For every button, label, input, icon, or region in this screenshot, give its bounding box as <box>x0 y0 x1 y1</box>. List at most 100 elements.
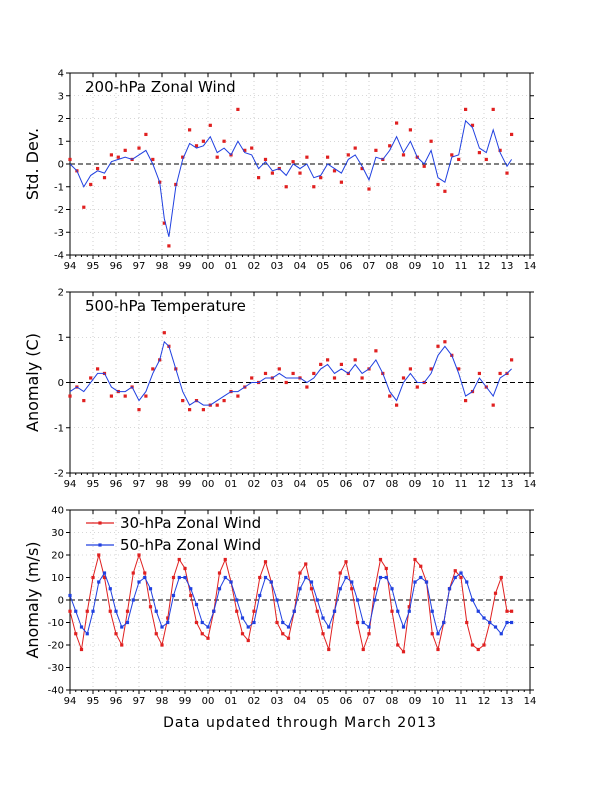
data-point <box>459 575 463 580</box>
x-tick-label: 98 <box>156 696 169 707</box>
x-tick-label: 12 <box>478 261 491 272</box>
data-point <box>338 571 342 575</box>
x-tick-label: 03 <box>271 696 284 707</box>
series-2 <box>68 571 514 636</box>
series-line <box>69 119 513 237</box>
y-tick-label: 2 <box>58 114 64 125</box>
data-point <box>148 587 153 591</box>
x-tick-label: 06 <box>340 479 353 490</box>
data-point <box>505 620 509 625</box>
data-point <box>344 575 348 580</box>
x-tick-label: 06 <box>340 261 353 272</box>
data-point <box>305 385 309 389</box>
data-point <box>171 593 176 598</box>
data-point <box>250 376 254 380</box>
series-1 <box>68 331 514 412</box>
data-point <box>258 593 262 598</box>
x-tick-label: 99 <box>179 696 192 707</box>
x-tick-label: 94 <box>64 696 77 707</box>
data-point <box>123 148 127 152</box>
data-point <box>355 620 360 625</box>
y-tick-label: 0 <box>58 596 64 607</box>
data-point <box>339 362 343 366</box>
y-tick-label: 10 <box>51 573 64 584</box>
x-tick-label: 01 <box>225 261 238 272</box>
data-point <box>384 566 388 571</box>
data-point <box>309 580 314 584</box>
data-point <box>510 620 514 625</box>
y-tick-label: 3 <box>58 91 64 102</box>
x-tick-label: 10 <box>432 696 445 707</box>
x-tick-label: 13 <box>501 479 514 490</box>
data-point <box>476 609 480 613</box>
data-point <box>319 362 323 366</box>
data-point <box>89 376 93 380</box>
chart-panel-1: 94 95 96 97 98 99 00 01 02 03 04 05 06 07 08 09 10 11 12 13… <box>23 69 536 273</box>
x-tick-label: 99 <box>179 261 192 272</box>
data-point <box>407 605 411 609</box>
data-point <box>360 376 364 380</box>
data-point <box>181 155 185 159</box>
data-point <box>252 609 256 613</box>
data-point <box>373 587 377 591</box>
y-tick-label: -2 <box>54 469 64 480</box>
data-point <box>493 591 498 595</box>
data-point <box>68 593 72 598</box>
x-tick-label: 94 <box>64 479 77 490</box>
data-point <box>154 632 158 636</box>
data-point <box>319 176 323 180</box>
data-point <box>291 160 295 164</box>
x-tick-label: 05 <box>317 479 330 490</box>
data-point <box>206 625 210 629</box>
series-line <box>69 340 512 406</box>
x-tick-label: 98 <box>156 261 169 272</box>
data-point <box>332 609 337 613</box>
data-point <box>284 380 288 385</box>
data-point <box>102 176 107 180</box>
data-point <box>277 367 281 371</box>
data-point <box>131 571 135 575</box>
y-axis-label: Anomaly (m/s) <box>23 541 42 658</box>
data-point <box>374 148 378 152</box>
data-point <box>326 155 330 159</box>
data-point <box>217 571 222 575</box>
data-point <box>82 399 86 403</box>
x-tick-label: 08 <box>386 479 399 490</box>
series-1 <box>68 553 514 654</box>
data-point <box>419 564 423 568</box>
data-point <box>390 587 394 591</box>
data-point <box>291 371 295 376</box>
data-point <box>235 609 239 613</box>
y-tick-label: 1 <box>58 333 64 344</box>
y-tick-label: -10 <box>48 618 64 629</box>
x-tick-label: 10 <box>432 261 445 272</box>
y-tick-label: -2 <box>54 205 64 216</box>
data-point <box>373 598 377 602</box>
x-tick-label: 14 <box>524 696 537 707</box>
data-point <box>143 571 147 575</box>
data-point <box>413 580 417 584</box>
data-point <box>246 638 250 643</box>
x-tick-label: 11 <box>455 479 468 490</box>
data-point <box>257 176 261 180</box>
data-point <box>457 367 461 371</box>
data-point <box>401 625 406 629</box>
data-point <box>222 399 226 403</box>
data-point <box>217 587 222 591</box>
data-point <box>120 643 124 647</box>
data-point <box>137 146 141 150</box>
data-point <box>114 609 118 613</box>
data-point <box>108 609 112 613</box>
data-point <box>281 632 285 636</box>
data-point <box>144 132 148 137</box>
data-point <box>212 609 216 613</box>
data-point <box>436 182 440 187</box>
data-point <box>258 575 262 580</box>
data-point <box>384 575 388 580</box>
data-point <box>388 144 392 148</box>
y-tick-label: -30 <box>48 663 64 674</box>
data-point <box>222 139 226 143</box>
data-point <box>137 408 141 412</box>
data-point <box>424 580 429 584</box>
